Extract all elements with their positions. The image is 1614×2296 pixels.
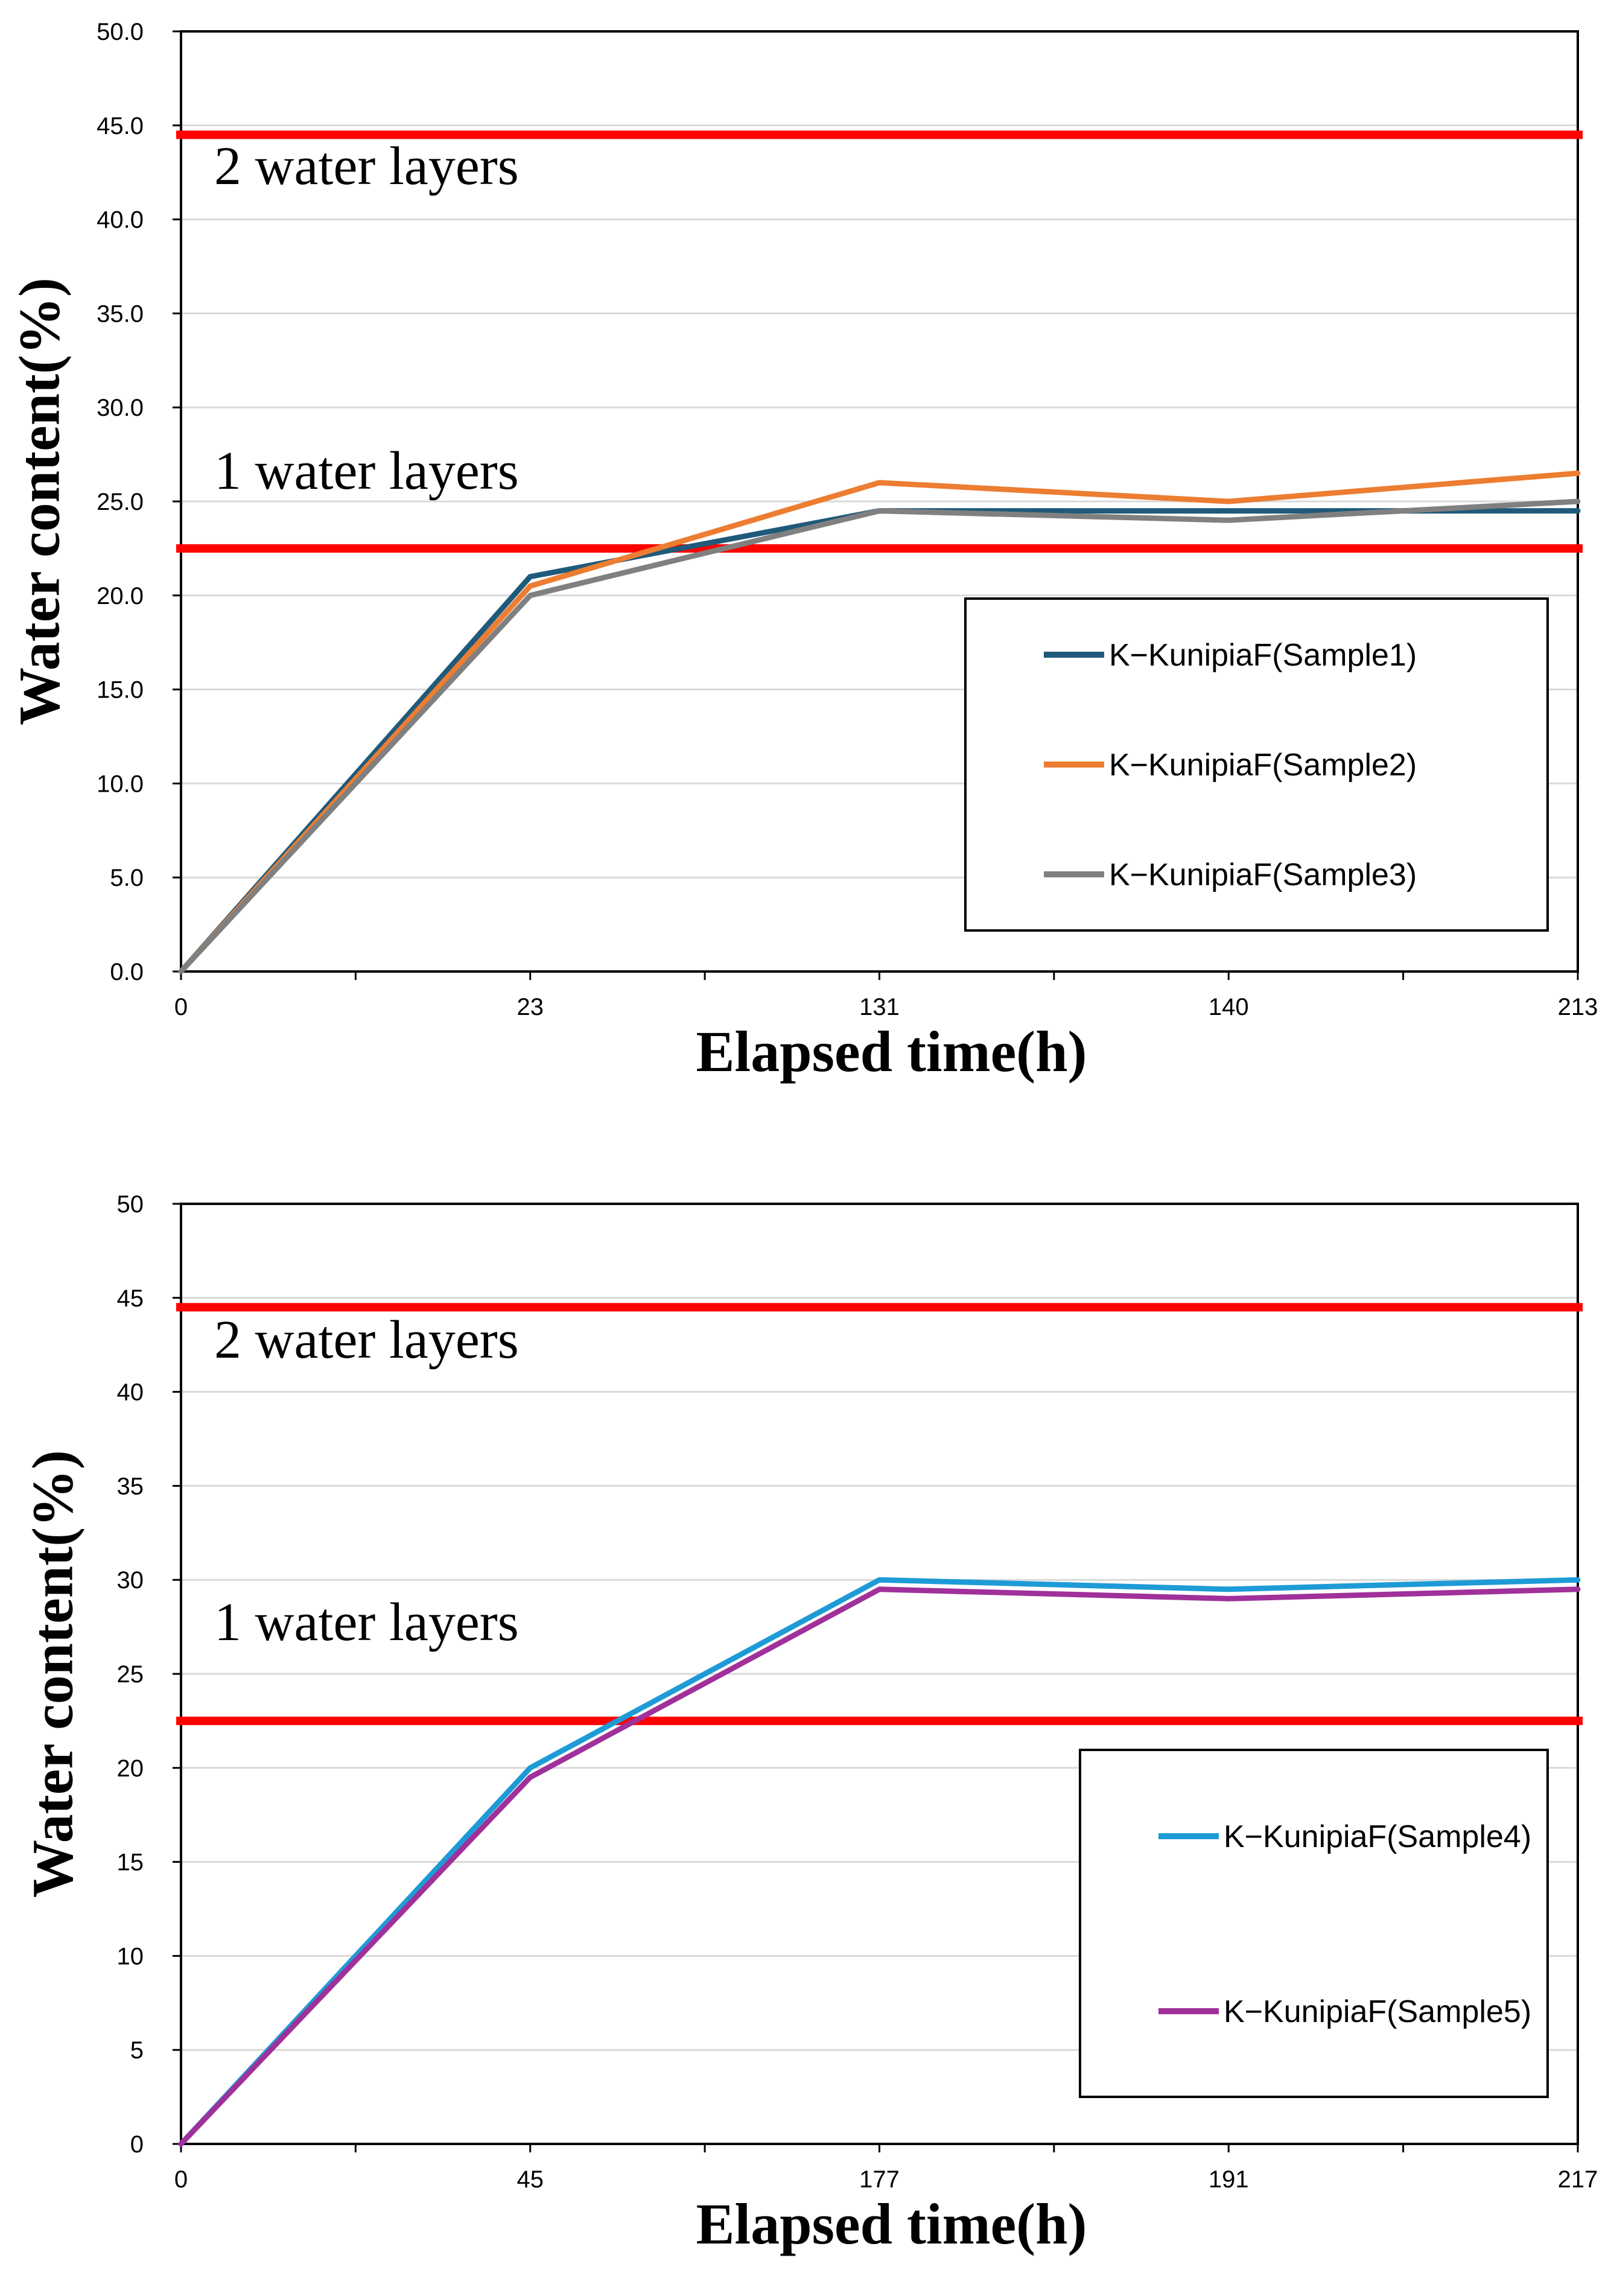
y-tick-label: 35 xyxy=(117,1473,144,1499)
chart-1: 0.0 5.0 10.0 15.0 20.0 25.0 30.0 35.0 40.0 45.0 50… xyxy=(7,19,1598,1084)
legend-label: K−KunipiaF(Sample3) xyxy=(1109,857,1417,892)
data-point xyxy=(1576,509,1580,513)
x-tick-label: 131 xyxy=(859,994,900,1020)
data-point xyxy=(877,509,882,513)
y-tick-label: 5.0 xyxy=(110,865,144,891)
reference-line-label: 1 water layers xyxy=(214,441,519,501)
data-point xyxy=(1576,471,1580,475)
x-tick-label: 23 xyxy=(517,994,544,1020)
data-point xyxy=(877,1587,882,1591)
data-point xyxy=(1227,500,1231,503)
y-tick-label: 45 xyxy=(117,1285,144,1312)
y-tick-label: 10.0 xyxy=(97,771,144,797)
x-tick-label: 0 xyxy=(174,2166,188,2193)
reference-line-label: 1 water layers xyxy=(214,1592,519,1652)
data-point xyxy=(179,2142,183,2146)
x-axis-title: Elapsed time(h) xyxy=(696,1019,1087,1084)
x-tick-label: 213 xyxy=(1558,994,1598,1020)
y-axis-title: Water content(%) xyxy=(21,1450,85,1898)
y-tick-label: 0 xyxy=(130,2131,144,2158)
legend-label: K−KunipiaF(Sample5) xyxy=(1224,1994,1531,2029)
legend-box xyxy=(1079,1749,1549,2098)
data-point xyxy=(1227,1587,1231,1591)
chart-2: 0 5 10 15 20 25 30 35 40 45 50 0 45 177 191 217 2 water … xyxy=(21,1191,1598,2256)
x-tick-label: 217 xyxy=(1558,2166,1598,2193)
data-point xyxy=(1576,500,1580,503)
y-axis-title: Water content(%) xyxy=(7,278,72,725)
y-tick-label: 45.0 xyxy=(97,113,144,139)
data-point xyxy=(179,970,183,973)
data-point xyxy=(1227,509,1231,513)
data-point xyxy=(528,1775,532,1779)
y-tick-label: 20 xyxy=(117,1755,144,1782)
data-point xyxy=(528,584,532,588)
legend: K−KunipiaF(Sample1) K−KunipiaF(Sample2) K−… xyxy=(964,597,1549,932)
data-point xyxy=(1576,1578,1580,1582)
reference-line-label: 2 water layers xyxy=(214,1310,519,1370)
data-point xyxy=(1227,1597,1231,1601)
data-point xyxy=(1576,1587,1580,1591)
y-tick-label: 25 xyxy=(117,1661,144,1688)
plot-border xyxy=(180,1203,1579,2145)
x-tick-label: 177 xyxy=(859,2166,900,2193)
data-point xyxy=(528,1766,532,1770)
y-tick-label: 15.0 xyxy=(97,677,144,704)
y-tick-label: 0.0 xyxy=(110,959,144,985)
y-tick-label: 40 xyxy=(117,1379,144,1406)
x-tick-label: 45 xyxy=(517,2166,544,2193)
y-tick-label: 5 xyxy=(130,2037,144,2064)
data-point xyxy=(528,574,532,579)
legend-label: K−KunipiaF(Sample2) xyxy=(1109,748,1417,783)
y-tick-label: 50 xyxy=(117,1191,144,1218)
y-tick-label: 30.0 xyxy=(97,395,144,421)
y-tick-label: 35.0 xyxy=(97,301,144,327)
reference-line-label: 2 water layers xyxy=(214,136,519,196)
data-point xyxy=(1227,518,1231,523)
y-tick-label: 30 xyxy=(117,1567,144,1594)
y-tick-label: 50.0 xyxy=(97,19,144,45)
legend-label: K−KunipiaF(Sample1) xyxy=(1109,638,1417,673)
x-tick-label: 191 xyxy=(1209,2166,1249,2193)
data-point xyxy=(877,1578,882,1582)
legend: K−KunipiaF(Sample4) K−KunipiaF(Sample5) xyxy=(1079,1749,1549,2098)
x-tick-label: 0 xyxy=(174,994,188,1020)
y-tick-label: 40.0 xyxy=(97,207,144,234)
x-axis-title: Elapsed time(h) xyxy=(696,2192,1087,2256)
x-tick-label: 140 xyxy=(1209,994,1249,1020)
legend-label: K−KunipiaF(Sample4) xyxy=(1224,1819,1531,1854)
y-tick-label: 20.0 xyxy=(97,583,144,609)
y-tick-label: 15 xyxy=(117,1849,144,1876)
data-point xyxy=(877,480,882,485)
y-tick-label: 10 xyxy=(117,1943,144,1970)
y-tick-label: 25.0 xyxy=(97,489,144,515)
data-point xyxy=(528,593,532,597)
